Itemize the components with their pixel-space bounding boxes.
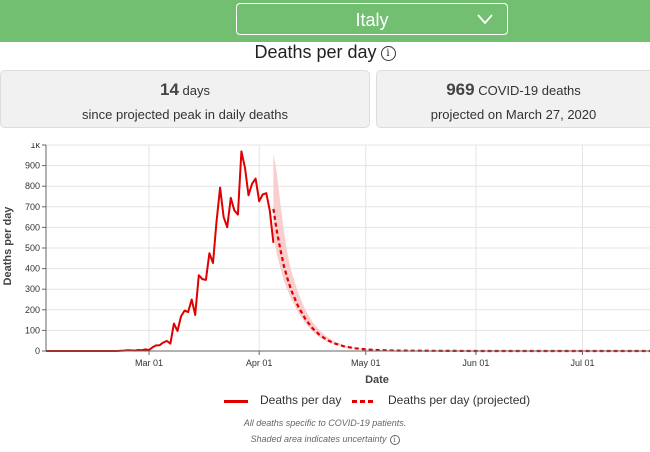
y-tick-label: 700	[25, 202, 40, 212]
projected-deaths-card: 969 COVID-19 deaths projected on March 2…	[376, 70, 650, 128]
x-tick-label: Apr 01	[246, 358, 273, 368]
info-icon[interactable]: i	[380, 46, 396, 61]
legend-label-projected: Deaths per day (projected)	[388, 393, 531, 407]
y-tick-label: 0	[35, 346, 40, 356]
projected-deaths-headline: 969 COVID-19 deaths	[377, 80, 650, 100]
series-line-projected	[272, 208, 650, 353]
y-tick-label: 300	[25, 284, 40, 294]
deaths-chart: 0 100 200 300 400 500 600 700 800 900 1k Mar 01 Apr…	[2, 143, 650, 383]
legend-label-actual: Deaths per day	[260, 393, 342, 407]
footnote-uncertainty-text: Shaded area indicates uncertainty	[250, 434, 387, 444]
country-select-value[interactable]: Italy	[355, 10, 389, 30]
page-title: Deaths per day i	[0, 42, 650, 63]
x-tick-label: May 01	[351, 358, 381, 368]
y-axis-label: Deaths per day	[2, 206, 14, 286]
y-tick-label: 600	[25, 222, 40, 232]
projected-deaths-unit: COVID-19 deaths	[478, 83, 581, 98]
x-ticks: Mar 01 Apr 01 May 01 Jun 01 Jul 01	[135, 351, 595, 368]
chevron-down-icon[interactable]	[477, 13, 493, 25]
footnote-deaths: All deaths specific to COVID-19 patients…	[243, 418, 407, 428]
y-tick-label: 1k	[30, 143, 40, 150]
series-layer	[46, 150, 650, 353]
peak-days-card: 14 days since projected peak in daily de…	[0, 70, 370, 128]
x-tick-label: Jul 01	[570, 358, 594, 368]
projected-deaths-value: 969	[446, 80, 475, 99]
x-tick-label: Jun 01	[462, 358, 489, 368]
peak-days-headline: 14 days	[1, 80, 369, 100]
legend-swatch-solid	[224, 400, 248, 403]
x-axis-label: Date	[365, 374, 389, 383]
chart-grid	[46, 144, 650, 352]
legend-swatch-dashed	[352, 400, 376, 403]
small-info-icon[interactable]: i	[389, 435, 400, 445]
y-tick-label: 900	[25, 161, 40, 171]
y-tick-label: 500	[25, 243, 40, 253]
uncertainty-band-layer	[273, 153, 434, 351]
footnote-uncertainty: Shaded area indicates uncertainty i	[0, 434, 650, 445]
y-tick-label: 400	[25, 264, 40, 274]
x-tick-label: Mar 01	[135, 358, 163, 368]
y-ticks: 0 100 200 300 400 500 600 700 800 900 1k	[25, 143, 46, 356]
peak-days-value: 14	[159, 80, 179, 99]
peak-days-text: since projected peak in daily deaths	[82, 107, 288, 122]
projected-deaths-text: projected on March 27, 2020	[430, 107, 597, 122]
chart-legend: Deaths per day Deaths per day (projected…	[0, 393, 650, 411]
peak-days-unit: days	[182, 83, 210, 98]
uncertainty-band	[273, 153, 434, 351]
y-tick-label: 100	[25, 325, 40, 335]
series-line-actual	[46, 150, 275, 352]
chart-title: Deaths per day	[254, 42, 377, 62]
country-select[interactable]: Italy	[236, 3, 508, 35]
y-tick-label: 200	[25, 305, 40, 315]
y-tick-label: 800	[25, 181, 40, 191]
top-bar: Italy	[0, 0, 650, 42]
